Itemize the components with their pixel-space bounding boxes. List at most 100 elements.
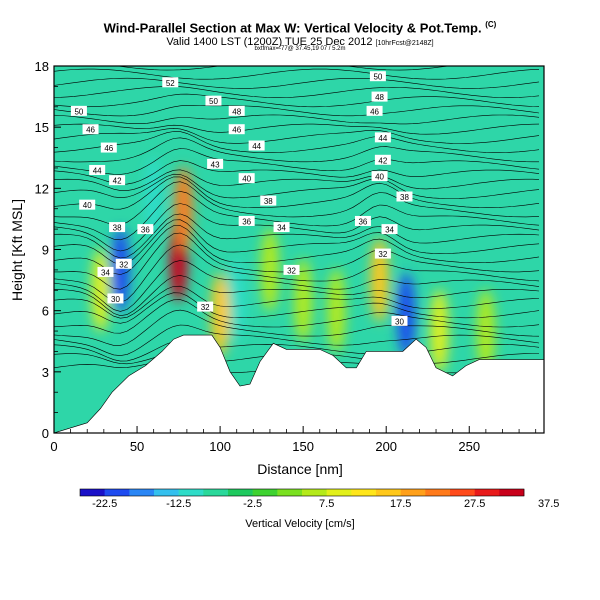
svg-text:46: 46 [86, 126, 95, 135]
colorbar-swatch-12 [376, 489, 401, 496]
svg-text:40: 40 [83, 201, 92, 210]
contour-label-23: 36 [238, 215, 255, 226]
isentrope-7 [54, 285, 540, 319]
terrain-profile [54, 334, 544, 433]
contour-label-21: 38 [109, 222, 126, 233]
contour-label-18: 40 [79, 199, 96, 210]
x-tick-label-5: 250 [458, 439, 480, 454]
velocity-feature-4 [227, 258, 246, 343]
isentrope-2 [54, 340, 540, 362]
contour-label-8: 46 [228, 124, 245, 135]
colorbar-tick-5: 27.5 [464, 498, 485, 510]
svg-text:30: 30 [111, 295, 120, 304]
svg-text:52: 52 [166, 79, 175, 88]
isentrope-22 [54, 148, 540, 175]
contour-label-5: 48 [228, 105, 245, 116]
y-tick-label-1: 3 [42, 365, 49, 380]
contour-label-15: 42 [109, 175, 126, 186]
contour-label-13: 44 [89, 164, 106, 175]
colorbar-swatch-2 [129, 489, 155, 496]
svg-text:36: 36 [358, 217, 367, 226]
colorbar-tick-6: 37.5 [538, 498, 559, 510]
contour-label-25: 34 [273, 222, 290, 233]
colorbar-tick-4: 17.5 [390, 498, 411, 510]
contour-label-33: 30 [391, 315, 408, 326]
contour-label-0: 52 [162, 77, 179, 88]
velocity-feature-7 [397, 272, 416, 357]
svg-text:42: 42 [113, 177, 122, 186]
isentrope-10 [54, 244, 540, 303]
contour-label-26: 34 [381, 224, 398, 235]
colorbar-tick-2: -2.5 [243, 498, 262, 510]
contour-label-4: 48 [371, 91, 388, 102]
isentrope-32 [54, 68, 540, 80]
velocity-feature-11 [327, 268, 346, 353]
colorbar-swatch-10 [326, 489, 352, 496]
forecast-hour: [10hrFcst@2148Z] [375, 40, 434, 47]
colorbar-swatch-13 [400, 489, 426, 496]
isentrope-5 [54, 299, 540, 334]
colorbar-swatch-1 [104, 489, 130, 496]
isentrope-4 [54, 309, 540, 346]
svg-text:48: 48 [375, 93, 384, 102]
colorbar-swatch-0 [80, 489, 105, 496]
y-tick-label-5: 15 [35, 120, 49, 135]
contour-label-1: 50 [369, 71, 386, 82]
colorbar-tick-3: 7.5 [319, 498, 334, 510]
isentrope-6 [54, 292, 540, 324]
colorbar-swatch-16 [474, 489, 500, 496]
x-axis-label: Distance [nm] [257, 461, 343, 477]
velocity-feature-8 [91, 248, 110, 333]
contour-label-3: 50 [205, 95, 222, 106]
chart-title: Wind-Parallel Section at Max W: Vertical… [103, 20, 497, 36]
isentrope-15 [54, 203, 540, 252]
svg-text:34: 34 [385, 226, 394, 235]
svg-text:34: 34 [101, 268, 110, 277]
svg-text:42: 42 [378, 156, 387, 165]
y-tick-label-0: 0 [42, 426, 49, 441]
colorbar-swatch-9 [302, 489, 327, 496]
y-axis-label: Height [Kft MSL] [9, 199, 25, 301]
colorbar-swatch-4 [178, 489, 204, 496]
x-tick-label-3: 150 [292, 439, 314, 454]
y-tick-label-4: 12 [35, 181, 49, 196]
svg-text:48: 48 [232, 107, 241, 116]
y-tick-label-3: 9 [42, 243, 49, 258]
contour-label-9: 44 [374, 132, 391, 143]
svg-text:50: 50 [373, 73, 382, 82]
velocity-feature-5 [211, 272, 230, 357]
contour-label-30: 32 [374, 248, 391, 259]
chart-subtitle: Valid 1400 LST (1200Z) TUE 25 Dec 2012 [… [166, 36, 434, 48]
isentrope-17 [54, 181, 540, 225]
svg-text:50: 50 [74, 107, 83, 116]
colorbar-tick-0: -22.5 [92, 498, 117, 510]
contour-label-2: 50 [70, 105, 87, 116]
colorbar-swatch-11 [351, 489, 377, 496]
y-tick-label-2: 6 [42, 304, 49, 319]
svg-text:38: 38 [113, 224, 122, 233]
contour-label-22: 36 [137, 224, 154, 235]
contour-label-16: 40 [238, 173, 255, 184]
velocity-feature-12 [476, 289, 495, 374]
colorbar-swatch-17 [499, 489, 525, 496]
velocity-feature-10 [294, 258, 313, 343]
svg-text:44: 44 [378, 134, 387, 143]
svg-text:44: 44 [93, 166, 102, 175]
isentrope-27 [54, 114, 540, 125]
isentrope-31 [54, 77, 540, 89]
colorbar-swatch-3 [154, 489, 179, 496]
contour-label-28: 32 [115, 258, 132, 269]
contour-label-32: 32 [197, 301, 214, 312]
velocity-feature-9 [430, 289, 449, 374]
svg-text:30: 30 [395, 317, 404, 326]
contour-label-20: 38 [396, 191, 413, 202]
svg-text:46: 46 [232, 126, 241, 135]
isentrope-28 [54, 105, 540, 117]
isentrope-19 [54, 173, 540, 199]
colorbar: -22.5 -12.5 -2.5 7.5 17.5 27.5 37.5 [79, 488, 559, 510]
colorbar-tick-1: -12.5 [166, 498, 191, 510]
svg-text:36: 36 [242, 217, 251, 226]
svg-text:32: 32 [287, 266, 296, 275]
velocity-feature-13 [260, 227, 279, 312]
